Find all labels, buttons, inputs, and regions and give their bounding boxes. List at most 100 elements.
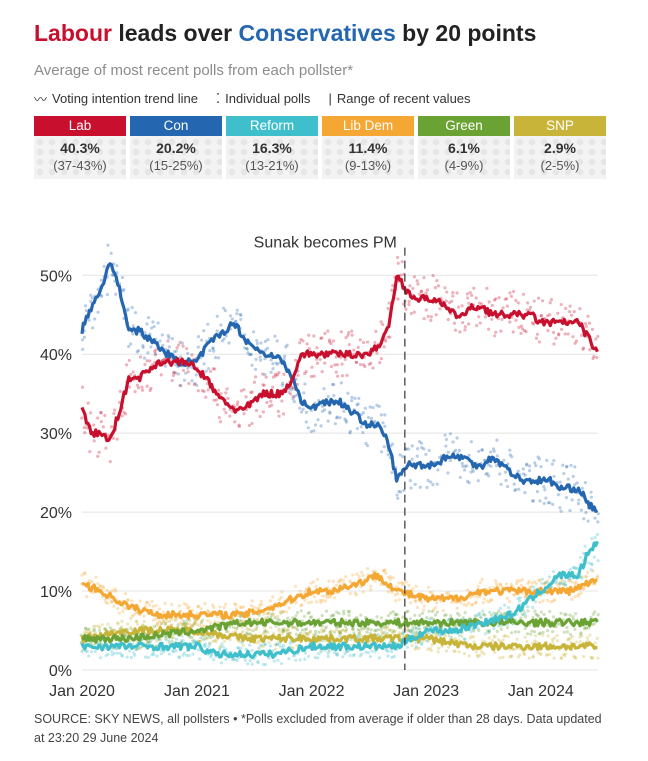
party-name: Lab [34, 116, 126, 136]
poll-dot [154, 624, 159, 628]
poll-dot [133, 611, 138, 615]
poll-dot [382, 445, 386, 449]
poll-dot [226, 396, 230, 401]
poll-dot [533, 600, 538, 604]
poll-dot [481, 612, 485, 616]
poll-dot [192, 382, 196, 387]
poll-dot [87, 654, 91, 658]
poll-dot [541, 599, 545, 603]
poll-dot [266, 338, 270, 342]
poll-dot [554, 625, 558, 629]
poll-dot [182, 651, 186, 655]
poll-dot [305, 632, 309, 636]
poll-dot [305, 342, 309, 346]
poll-dot [414, 641, 418, 645]
poll-dot [413, 613, 417, 617]
poll-dot [326, 329, 330, 333]
poll-dot [520, 578, 524, 582]
poll-dot [285, 629, 289, 633]
party-value: 16.3% [252, 140, 292, 156]
poll-dot [179, 384, 183, 388]
poll-dot [435, 482, 439, 486]
poll-dot [250, 648, 254, 653]
poll-dot [273, 334, 277, 338]
poll-dot [231, 657, 236, 661]
poll-dot [508, 320, 512, 324]
poll-dot [533, 639, 537, 643]
poll-dot [261, 383, 265, 387]
key-polls-label: Individual polls [225, 91, 311, 106]
poll-dot [343, 625, 348, 629]
poll-dot [429, 480, 433, 484]
poll-dot [271, 367, 275, 371]
poll-dot [306, 654, 311, 659]
poll-dot [333, 596, 337, 600]
trend-line-lab [80, 274, 599, 443]
poll-dot [298, 406, 302, 410]
poll-dot [209, 653, 214, 657]
poll-dot [424, 308, 428, 312]
poll-dot [81, 347, 85, 351]
poll-dot [80, 649, 84, 654]
poll-dot [286, 628, 290, 632]
poll-dot [337, 629, 341, 633]
poll-dot [433, 606, 437, 610]
poll-dot [83, 571, 87, 575]
poll-dot [580, 486, 584, 490]
poll-dot [106, 601, 110, 605]
poll-dot [202, 329, 206, 333]
poll-dot [531, 499, 536, 503]
poll-dot [568, 632, 573, 637]
poll-dot [397, 581, 401, 585]
poll-dot [281, 381, 285, 385]
poll-dot [271, 649, 275, 653]
poll-dot [399, 273, 403, 277]
poll-dot [100, 294, 104, 298]
poll-dot [96, 581, 100, 586]
poll-dot [396, 261, 400, 265]
poll-dot [462, 602, 466, 607]
poll-dot [579, 591, 583, 595]
poll-dot [116, 621, 120, 625]
poll-dot [327, 340, 332, 344]
poll-dot [129, 655, 134, 660]
poll-dot [483, 632, 488, 636]
poll-dot [478, 614, 482, 619]
poll-dot [561, 581, 565, 585]
poll-dot [252, 380, 257, 384]
poll-dot [313, 655, 317, 660]
poll-dot [320, 598, 324, 602]
poll-dot [263, 663, 268, 667]
poll-dot [395, 613, 399, 617]
poll-dot [180, 617, 184, 622]
poll-dot [167, 639, 171, 643]
poll-dot [512, 482, 516, 486]
poll-dot [467, 322, 471, 326]
poll-dot [590, 536, 594, 541]
poll-dot [329, 364, 334, 369]
party-range: (4-9%) [444, 158, 484, 173]
poll-dot [293, 626, 297, 630]
poll-dot [261, 410, 265, 414]
poll-dot [444, 437, 449, 442]
poll-dot [552, 474, 556, 479]
poll-dot [526, 301, 530, 305]
poll-dot [446, 471, 450, 475]
poll-dot [463, 637, 467, 641]
poll-dot [142, 356, 147, 360]
poll-dot [309, 429, 313, 434]
poll-dot [140, 385, 144, 389]
poll-dot [487, 474, 491, 478]
poll-dot [354, 593, 358, 597]
poll-dot [323, 599, 327, 603]
poll-dot [474, 296, 478, 300]
poll-dot [259, 599, 263, 603]
poll-dot [576, 594, 580, 598]
poll-dot [291, 397, 295, 401]
poll-dot [181, 622, 186, 627]
poll-dot [353, 591, 357, 595]
poll-dot [438, 455, 442, 459]
poll-dot [261, 612, 265, 616]
poll-dot [96, 310, 100, 314]
poll-dot [138, 355, 143, 359]
